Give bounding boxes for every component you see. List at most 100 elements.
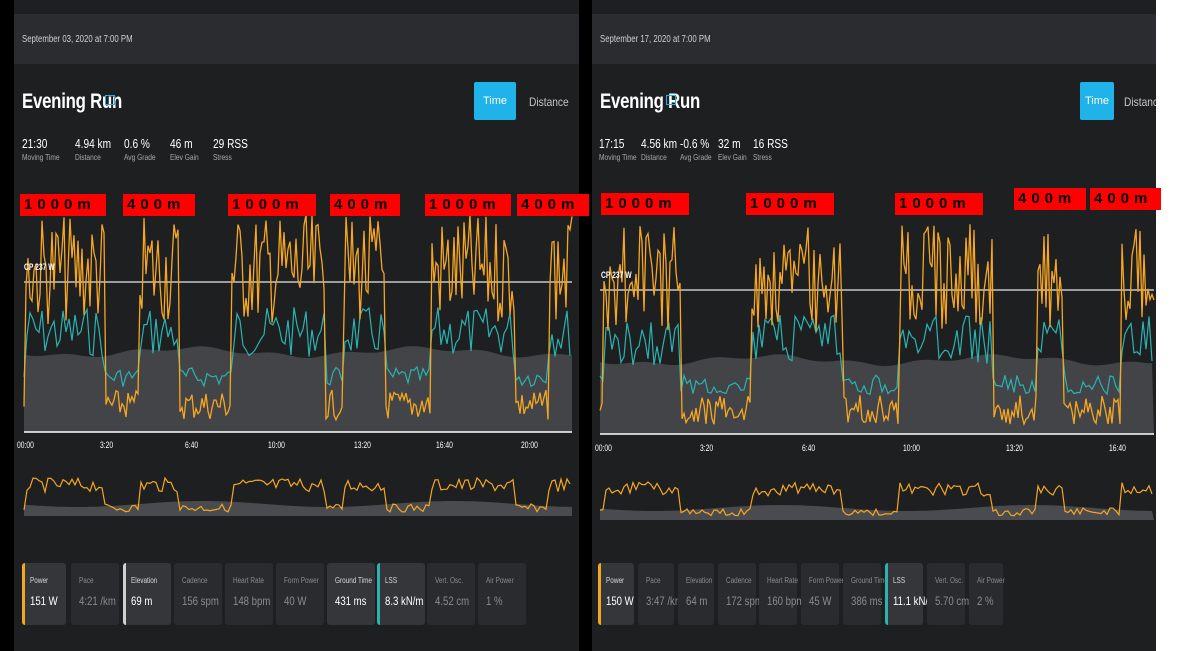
interval-label: 1000m — [746, 193, 834, 215]
stat-label: Avg Grade — [124, 152, 156, 162]
stat-label: Avg Grade — [680, 152, 712, 162]
stat-label: Elev Gain — [718, 152, 747, 162]
interval-label: 400m — [1014, 188, 1086, 210]
metric-tile-power[interactable]: Power 151 W — [22, 563, 66, 625]
stat-value: 4.94 km — [75, 136, 112, 151]
tile-label: Vert. Osc. — [435, 576, 464, 585]
metric-tile-ground-time[interactable]: Ground Time 431 ms — [327, 563, 375, 625]
tile-value: 3:47 /km — [646, 594, 683, 608]
tile-value: 11.1 kN/m — [893, 594, 937, 608]
metric-tile-ground-time[interactable]: Ground Time 386 ms — [843, 563, 888, 625]
x-tick-label: 00:00 — [17, 440, 34, 450]
lss-series — [23, 306, 571, 388]
metric-tile-heart-rate[interactable]: Heart Rate 160 bpm — [759, 563, 805, 625]
tile-label: Power — [606, 576, 625, 585]
tile-value: 40 W — [284, 594, 307, 608]
x-tick-label: 13:20 — [1006, 443, 1023, 453]
mini-power-series — [23, 476, 571, 513]
toggle-distance-button[interactable]: Distance — [529, 95, 569, 109]
metric-tile-lss[interactable]: LSS 8.3 kN/m — [377, 563, 425, 625]
stat-value: 0.6 % — [124, 136, 150, 151]
power-series — [599, 224, 1155, 427]
metric-tile-elevation[interactable]: Elevation 64 m — [678, 563, 714, 625]
tile-value: 160 bpm — [767, 594, 805, 608]
metric-tile-air-power[interactable]: Air Power 2 % — [969, 563, 1005, 625]
tile-value: 64 m — [686, 594, 708, 608]
stat-moving-time: 21:30 Moving Time — [22, 136, 70, 162]
cp-label: CP 237 W — [24, 262, 55, 272]
cp-label: CP 237 W — [601, 270, 632, 280]
tile-label: Vert. Osc. — [935, 576, 964, 585]
edit-icon[interactable] — [666, 95, 676, 105]
metric-tile-pace[interactable]: Pace 4:21 /km — [71, 563, 119, 625]
tile-value: 8.3 kN/m — [385, 594, 424, 608]
tile-label: Heart Rate — [767, 576, 798, 585]
stat-stress: 16 RSS Stress — [753, 136, 798, 162]
interval-label: 1000m — [425, 194, 511, 216]
metric-tile-pace[interactable]: Pace 3:47 /km — [638, 563, 683, 625]
metric-tile-power[interactable]: Power 150 W — [598, 563, 634, 625]
tile-value: 386 ms — [851, 594, 883, 608]
metric-tile-air-power[interactable]: Air Power 1 % — [478, 563, 526, 625]
stat-value: 16 RSS — [753, 136, 788, 151]
edit-icon[interactable] — [105, 95, 115, 105]
stat-elev-gain: 32 m Elev Gain — [718, 136, 755, 162]
stat-avg-grade: -0.6 % Avg Grade — [680, 136, 720, 162]
lss-series — [599, 314, 1153, 396]
stat-value: 21:30 — [22, 136, 48, 151]
metric-tile-heart-rate[interactable]: Heart Rate 148 bpm — [225, 563, 273, 625]
toggle-distance-button[interactable]: Distance — [1124, 95, 1156, 109]
tile-label: Elevation — [686, 576, 713, 585]
x-tick-label: 3:20 — [100, 440, 114, 450]
metric-tile-vert-osc[interactable]: Vert. Osc. 4.52 cm — [427, 563, 475, 625]
elevation-area — [24, 346, 572, 432]
x-tick-label: 16:40 — [436, 440, 453, 450]
stat-elev-gain: 46 m Elev Gain — [170, 136, 207, 162]
tile-value: 151 W — [30, 594, 58, 608]
metric-tile-form-power[interactable]: Form Power 40 W — [276, 563, 324, 625]
metric-tile-cadence[interactable]: Cadence 172 spm — [718, 563, 763, 625]
x-tick-label: 6:40 — [802, 443, 816, 453]
tile-value: 4:21 /km — [79, 594, 116, 608]
tile-label: LSS — [385, 576, 398, 585]
metric-tile-form-power[interactable]: Form Power 45 W — [801, 563, 844, 625]
tile-label: Power — [30, 576, 49, 585]
tile-value: 2 % — [977, 594, 994, 608]
white-margin — [1156, 0, 1200, 651]
tile-label: Elevation — [131, 576, 158, 585]
tile-value: 156 spm — [182, 594, 219, 608]
stat-stress: 29 RSS Stress — [213, 136, 258, 162]
interval-label: 1000m — [228, 194, 316, 216]
activity-date: September 17, 2020 at 7:00 PM — [600, 34, 711, 45]
stat-distance: 4.94 km Distance — [75, 136, 121, 162]
elevation-area — [600, 354, 1154, 434]
toggle-time-button[interactable]: Time — [474, 82, 516, 120]
stat-label: Moving Time — [22, 152, 60, 162]
stat-label: Distance — [641, 152, 667, 162]
toggle-time-button[interactable]: Time — [1080, 82, 1114, 120]
interval-label: 400m — [330, 194, 400, 216]
tile-value: 5.70 cm — [935, 594, 970, 608]
power-chart[interactable] — [592, 0, 1156, 540]
metric-tile-vert-osc[interactable]: Vert. Osc. 5.70 cm — [927, 563, 970, 625]
activity-header-bar: September 17, 2020 at 7:00 PM — [592, 14, 1156, 64]
activity-date: September 03, 2020 at 7:00 PM — [22, 34, 133, 45]
stat-moving-time: 17:15 Moving Time — [599, 136, 647, 162]
power-chart[interactable] — [14, 0, 579, 540]
tile-label: Heart Rate — [233, 576, 264, 585]
stat-avg-grade: 0.6 % Avg Grade — [124, 136, 164, 162]
metric-tile-lss[interactable]: LSS 11.1 kN/m — [885, 563, 937, 625]
metric-tile-cadence[interactable]: Cadence 156 spm — [174, 563, 222, 625]
tile-label: Form Power — [284, 576, 319, 585]
x-tick-label: 16:40 — [1109, 443, 1126, 453]
tile-value: 45 W — [809, 594, 832, 608]
interval-label: 400m — [517, 194, 589, 216]
x-tick-label: 20:00 — [521, 440, 538, 450]
tile-value: 1 % — [486, 594, 503, 608]
x-tick-label: 3:20 — [700, 443, 714, 453]
metric-tile-elevation[interactable]: Elevation 69 m — [123, 563, 171, 625]
tile-label: Cadence — [726, 576, 752, 585]
x-tick-label: 00:00 — [595, 443, 612, 453]
tile-label: Pace — [646, 576, 661, 585]
power-series — [23, 214, 573, 422]
